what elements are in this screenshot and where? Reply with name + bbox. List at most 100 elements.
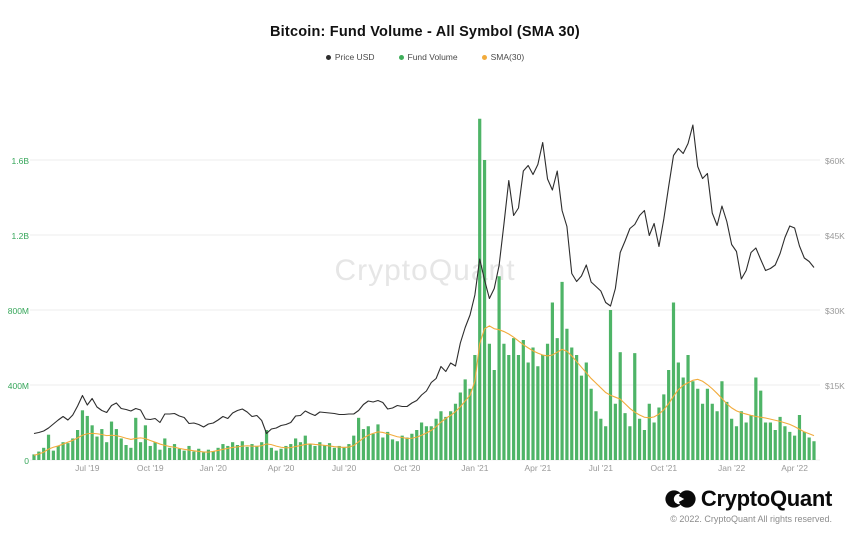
fund-volume-bar[interactable]	[386, 431, 390, 461]
fund-volume-bar[interactable]	[105, 442, 109, 460]
fund-volume-bar[interactable]	[347, 444, 351, 460]
fund-volume-bar[interactable]	[71, 438, 75, 460]
fund-volume-bar[interactable]	[177, 448, 181, 460]
fund-volume-bar[interactable]	[768, 422, 772, 461]
fund-volume-bar[interactable]	[366, 426, 370, 460]
fund-volume-bar[interactable]	[599, 418, 603, 460]
fund-volume-bar[interactable]	[153, 442, 157, 460]
fund-volume-bar[interactable]	[260, 442, 264, 460]
fund-volume-bar[interactable]	[332, 447, 336, 460]
fund-volume-bar[interactable]	[206, 449, 211, 460]
fund-volume-bar[interactable]	[647, 403, 651, 460]
fund-volume-bar[interactable]	[66, 443, 70, 461]
fund-volume-bar[interactable]	[604, 426, 608, 460]
fund-volume-bar[interactable]	[744, 422, 748, 461]
fund-volume-bar[interactable]	[686, 355, 690, 460]
fund-volume-bar[interactable]	[807, 437, 811, 461]
fund-volume-bar[interactable]	[618, 352, 622, 460]
fund-volume-bar[interactable]	[759, 390, 763, 461]
fund-volume-bar[interactable]	[192, 451, 196, 460]
legend-item-fund-volume[interactable]: Fund Volume	[398, 52, 458, 62]
fund-volume-bar[interactable]	[681, 377, 685, 461]
fund-volume-bar[interactable]	[536, 366, 540, 460]
fund-volume-bar[interactable]	[671, 302, 676, 461]
fund-volume-bar[interactable]	[773, 430, 777, 460]
fund-volume-bar[interactable]	[623, 413, 627, 461]
fund-volume-bar[interactable]	[337, 445, 341, 460]
fund-volume-bar[interactable]	[429, 426, 433, 460]
fund-volume-bar[interactable]	[376, 424, 380, 461]
fund-volume-bar[interactable]	[410, 433, 414, 460]
fund-volume-bar[interactable]	[696, 388, 700, 460]
fund-volume-bar[interactable]	[788, 431, 792, 461]
fund-volume-bar[interactable]	[749, 415, 753, 460]
fund-volume-bar[interactable]	[783, 426, 787, 460]
fund-volume-bar[interactable]	[419, 422, 424, 461]
fund-volume-bar[interactable]	[667, 370, 671, 460]
fund-volume-bar[interactable]	[613, 403, 617, 460]
fund-volume-bar[interactable]	[453, 403, 458, 460]
fund-volume-bar[interactable]	[235, 445, 240, 460]
fund-volume-bar[interactable]	[51, 450, 55, 461]
fund-volume-bar[interactable]	[584, 362, 588, 461]
fund-volume-bar[interactable]	[381, 437, 385, 461]
fund-volume-bar[interactable]	[182, 450, 186, 461]
fund-volume-bar[interactable]	[371, 433, 375, 460]
fund-volume-bar[interactable]	[37, 451, 41, 460]
fund-volume-bar[interactable]	[739, 411, 743, 460]
fund-volume-bar[interactable]	[264, 430, 269, 460]
fund-volume-bar[interactable]	[482, 160, 487, 460]
fund-volume-bar[interactable]	[560, 281, 564, 461]
fund-volume-bar[interactable]	[521, 340, 525, 460]
fund-volume-bar[interactable]	[240, 441, 244, 460]
fund-volume-bar[interactable]	[250, 444, 254, 460]
fund-volume-bar[interactable]	[512, 338, 516, 461]
fund-volume-bar[interactable]	[308, 444, 312, 460]
fund-volume-bar[interactable]	[76, 430, 80, 460]
fund-volume-bar[interactable]	[90, 425, 94, 460]
fund-volume-bar[interactable]	[652, 422, 656, 461]
fund-volume-bar[interactable]	[405, 437, 409, 461]
fund-volume-bar[interactable]	[323, 445, 327, 460]
fund-volume-bar[interactable]	[662, 394, 666, 461]
fund-volume-bar[interactable]	[95, 436, 99, 460]
fund-volume-bar[interactable]	[458, 392, 462, 461]
fund-volume-bar[interactable]	[526, 362, 530, 461]
fund-volume-bar[interactable]	[100, 429, 104, 460]
fund-volume-bar[interactable]	[201, 452, 206, 461]
fund-volume-bar[interactable]	[327, 443, 332, 461]
fund-volume-bar[interactable]	[628, 426, 632, 460]
fund-volume-bar[interactable]	[550, 302, 554, 461]
fund-volume-bar[interactable]	[608, 310, 613, 460]
fund-volume-bar[interactable]	[715, 411, 719, 460]
fund-volume-bar[interactable]	[705, 388, 710, 460]
fund-volume-bar[interactable]	[516, 355, 521, 460]
fund-volume-bar[interactable]	[390, 439, 395, 461]
price-line[interactable]	[33, 124, 815, 435]
legend-item-price-usd[interactable]: Price USD	[325, 52, 375, 62]
fund-volume-bar[interactable]	[342, 446, 346, 461]
fund-volume-bar[interactable]	[294, 438, 298, 460]
fund-volume-bar[interactable]	[255, 445, 259, 460]
fund-volume-bar[interactable]	[545, 343, 550, 460]
fund-volume-bar[interactable]	[352, 435, 356, 461]
fund-volume-bar[interactable]	[463, 379, 467, 461]
fund-volume-bar[interactable]	[85, 415, 89, 460]
fund-volume-bar[interactable]	[473, 355, 477, 460]
fund-volume-bar[interactable]	[575, 355, 579, 460]
fund-volume-bar[interactable]	[657, 407, 661, 461]
fund-volume-bar[interactable]	[507, 355, 511, 460]
fund-volume-bar[interactable]	[274, 450, 278, 461]
fund-volume-bar[interactable]	[269, 447, 273, 460]
fund-volume-bar[interactable]	[478, 118, 482, 460]
legend-item-sma-30-[interactable]: SMA(30)	[481, 52, 524, 62]
fund-volume-bar[interactable]	[361, 429, 366, 460]
fund-volume-bar[interactable]	[468, 388, 472, 460]
fund-volume-bar[interactable]	[734, 426, 739, 460]
fund-volume-bar[interactable]	[119, 438, 123, 460]
fund-volume-bar[interactable]	[589, 388, 593, 460]
fund-volume-bar[interactable]	[700, 403, 705, 460]
fund-volume-bar[interactable]	[395, 441, 399, 460]
fund-volume-bar[interactable]	[32, 454, 36, 461]
fund-volume-bar[interactable]	[163, 438, 167, 460]
